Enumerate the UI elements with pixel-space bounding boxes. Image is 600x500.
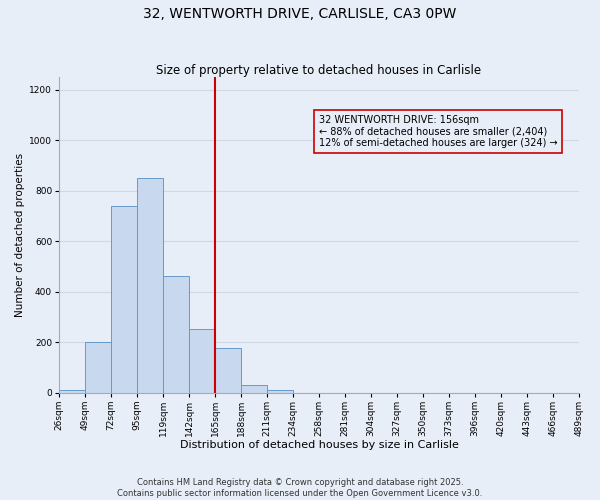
- Text: 32, WENTWORTH DRIVE, CARLISLE, CA3 0PW: 32, WENTWORTH DRIVE, CARLISLE, CA3 0PW: [143, 8, 457, 22]
- Title: Size of property relative to detached houses in Carlisle: Size of property relative to detached ho…: [157, 64, 482, 77]
- Bar: [189, 330, 215, 392]
- Bar: [85, 342, 111, 392]
- Bar: [267, 390, 293, 392]
- Bar: [59, 390, 85, 392]
- Bar: [241, 385, 267, 392]
- Text: Contains HM Land Registry data © Crown copyright and database right 2025.
Contai: Contains HM Land Registry data © Crown c…: [118, 478, 482, 498]
- Bar: [215, 348, 241, 393]
- Text: 32 WENTWORTH DRIVE: 156sqm
← 88% of detached houses are smaller (2,404)
12% of s: 32 WENTWORTH DRIVE: 156sqm ← 88% of deta…: [319, 115, 557, 148]
- Bar: [111, 206, 137, 392]
- Bar: [137, 178, 163, 392]
- X-axis label: Distribution of detached houses by size in Carlisle: Distribution of detached houses by size …: [179, 440, 458, 450]
- Bar: [163, 276, 189, 392]
- Y-axis label: Number of detached properties: Number of detached properties: [15, 152, 25, 317]
